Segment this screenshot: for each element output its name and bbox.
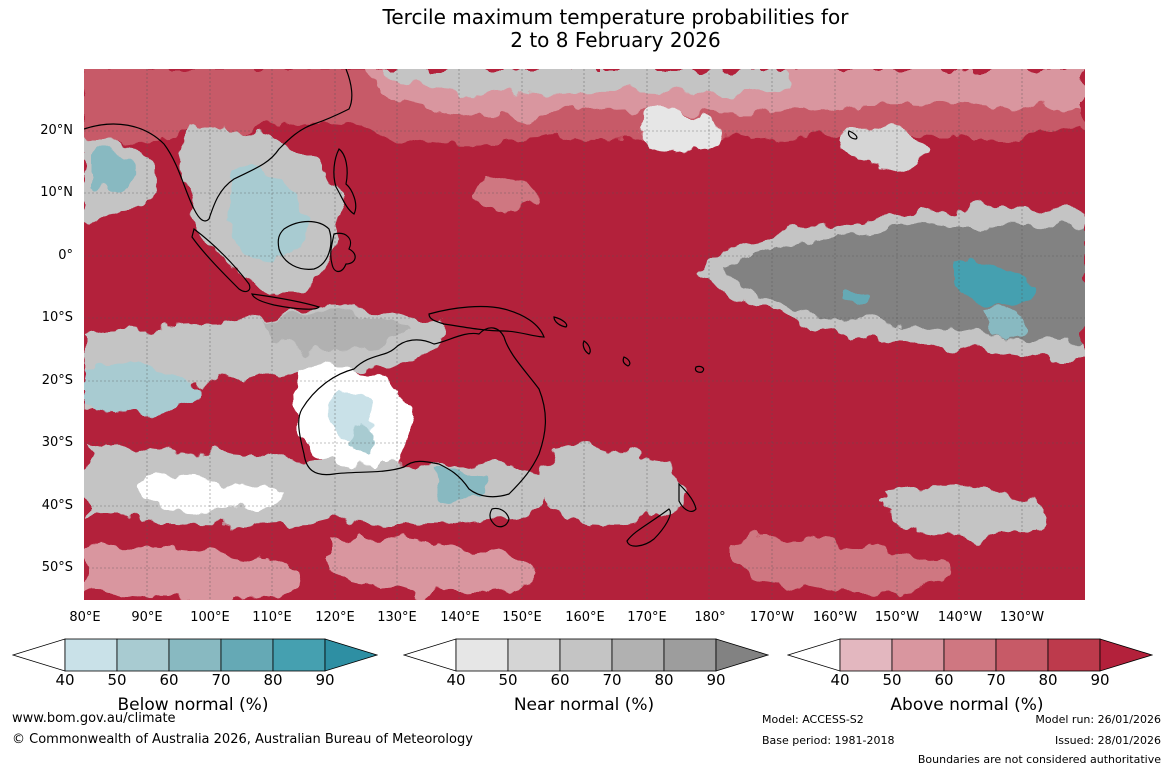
model-run-text: Model run: 26/01/2026 <box>1035 713 1161 726</box>
base-period-text: Base period: 1981-2018 <box>762 734 895 747</box>
lon-label-130e: 130°E <box>377 610 417 625</box>
colorbar-segment <box>403 638 457 672</box>
above-normal-label: Above normal (%) <box>890 695 1044 715</box>
lon-label-90e: 90°E <box>131 610 163 625</box>
colorbar-tick-label: 80 <box>1038 671 1058 689</box>
colorbar-tick-label: 40 <box>446 671 466 689</box>
lon-label-160e: 160°E <box>565 610 605 625</box>
lat-label-40s: 40°S <box>41 498 73 513</box>
lat-label-30s: 30°S <box>41 435 73 450</box>
colorbar-tick-label: 60 <box>159 671 179 689</box>
lon-label-110e: 110°E <box>252 610 292 625</box>
colorbar-tick-label: 70 <box>602 671 622 689</box>
colorbar-near-normal <box>403 638 769 672</box>
lon-label-130w: 130°W <box>999 610 1045 625</box>
colorbar-tick-label: 70 <box>211 671 231 689</box>
lon-label-170w: 170°W <box>749 610 795 625</box>
lat-label-0: 0° <box>58 248 73 263</box>
lat-label-20s: 20°S <box>41 373 73 388</box>
colorbar-tick-label: 70 <box>986 671 1006 689</box>
model-text: Model: ACCESS-S2 <box>762 713 864 726</box>
lon-label-160w: 160°W <box>812 610 858 625</box>
colorbar-segment <box>324 638 378 672</box>
colorbar-segment <box>787 638 841 672</box>
colorbar-segment <box>663 638 717 672</box>
disclaimer-text: Boundaries are not considered authoritat… <box>917 753 1161 766</box>
lat-label-10s: 10°S <box>41 310 73 325</box>
colorbar-segment <box>943 638 997 672</box>
lon-label-150e: 150°E <box>502 610 542 625</box>
colorbar-tick-label: 80 <box>654 671 674 689</box>
colorbar-segment <box>839 638 893 672</box>
near-normal-label: Near normal (%) <box>513 695 655 715</box>
probability-map <box>84 69 1085 600</box>
lon-label-180: 180° <box>694 610 726 625</box>
lon-label-140e: 140°E <box>440 610 480 625</box>
issued-text: Issued: 28/01/2026 <box>1054 734 1161 747</box>
lon-label-150w: 150°W <box>874 610 920 625</box>
colorbar-tick-label: 60 <box>550 671 570 689</box>
colorbar-segment <box>64 638 118 672</box>
colorbar-segment <box>1047 638 1101 672</box>
colorbar-segment <box>12 638 66 672</box>
chart-title-line-2: 2 to 8 February 2026 <box>510 28 721 52</box>
colorbar-above-normal <box>787 638 1153 672</box>
colorbar-tick-label: 50 <box>498 671 518 689</box>
colorbar-tick-label: 40 <box>830 671 850 689</box>
colorbar-segment <box>220 638 274 672</box>
colorbar-segment <box>611 638 665 672</box>
colorbar-segment <box>995 638 1049 672</box>
colorbar-segment <box>455 638 509 672</box>
colorbar-segment <box>507 638 561 672</box>
colorbar-segment <box>715 638 769 672</box>
colorbar-segment <box>891 638 945 672</box>
lon-label-120e: 120°E <box>315 610 355 625</box>
chart-title-line-1: Tercile maximum temperature probabilitie… <box>382 5 849 29</box>
colorbar-tick-label: 80 <box>263 671 283 689</box>
below-normal-label: Below normal (%) <box>117 695 269 715</box>
lon-label-170e: 170°E <box>627 610 667 625</box>
colorbar-segment <box>168 638 222 672</box>
colorbar-tick-label: 90 <box>315 671 335 689</box>
colorbar-below-normal <box>12 638 378 672</box>
lon-label-100e: 100°E <box>190 610 230 625</box>
colorbar-tick-label: 90 <box>1090 671 1110 689</box>
colorbar-tick-label: 50 <box>107 671 127 689</box>
lat-label-20n: 20°N <box>40 123 73 138</box>
lat-label-50s: 50°S <box>41 560 73 575</box>
colorbar-segment <box>1099 638 1153 672</box>
colorbar-segment <box>559 638 613 672</box>
lon-label-80e: 80°E <box>69 610 101 625</box>
colorbar-segment <box>272 638 326 672</box>
colorbar-segment <box>116 638 170 672</box>
coastlines <box>84 69 858 547</box>
colorbar-tick-label: 90 <box>706 671 726 689</box>
copyright-text: © Commonwealth of Australia 2026, Austra… <box>12 732 473 747</box>
lat-label-10n: 10°N <box>40 185 73 200</box>
colorbar-tick-label: 60 <box>934 671 954 689</box>
colorbar-tick-label: 50 <box>882 671 902 689</box>
website-link[interactable]: www.bom.gov.au/climate <box>12 711 176 726</box>
colorbar-tick-label: 40 <box>55 671 75 689</box>
lon-label-140w: 140°W <box>937 610 983 625</box>
